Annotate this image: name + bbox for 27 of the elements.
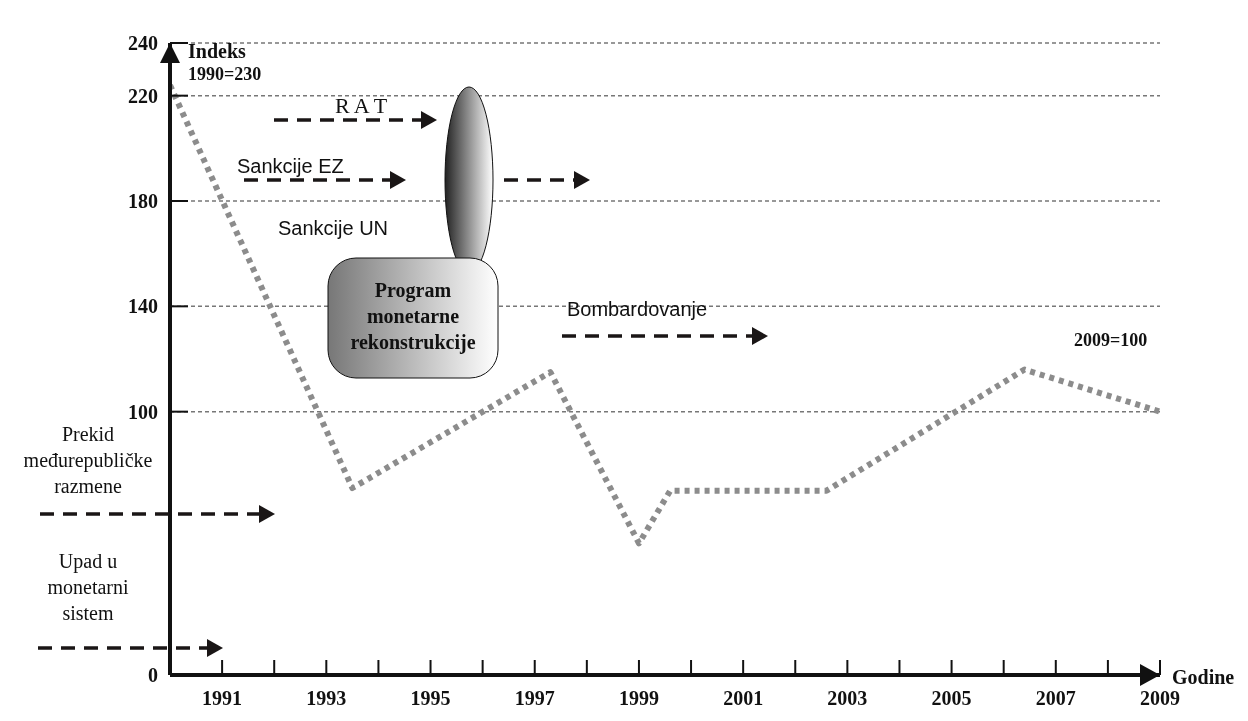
y-tick-label: 140 <box>128 295 158 318</box>
x-tick-label: 1997 <box>514 687 555 709</box>
annotation: Program monetarne rekonstrukcije <box>350 278 476 354</box>
x-tick-label: 1999 <box>618 687 659 709</box>
text: Prekid međurepubličke razmene <box>23 422 153 497</box>
x-tick-label: 1991 <box>202 687 243 709</box>
x-tick-label: 1995 <box>410 687 451 709</box>
annotation: Sankcije UN <box>278 217 389 240</box>
annotation: R A T <box>334 93 388 119</box>
y-tick-label: 0 <box>148 664 158 686</box>
y-axis-title: Indeks <box>188 39 247 62</box>
y-tick-label: 240 <box>128 32 158 54</box>
y-tick-label: 180 <box>128 190 158 212</box>
x-tick-label: 2003 <box>827 687 868 709</box>
annotation: Sankcije EZ <box>237 155 344 178</box>
annotation: 1990=230 <box>188 64 262 85</box>
annotation: 2009=100 <box>1074 330 1148 351</box>
x-tick-label: 2005 <box>931 687 972 709</box>
x-tick-label: 2001 <box>723 687 764 709</box>
x-axis-title: Godine <box>1172 665 1235 688</box>
annotation: Bombardovanje <box>567 298 708 321</box>
y-tick-label: 220 <box>128 84 158 107</box>
x-tick-label: 2007 <box>1035 687 1076 709</box>
x-tick-label: 1993 <box>306 687 347 709</box>
x-tick-label: 2009 <box>1140 687 1180 709</box>
y-tick-label: 100 <box>128 400 158 423</box>
text: Upad u monetarni sistem <box>47 549 129 624</box>
